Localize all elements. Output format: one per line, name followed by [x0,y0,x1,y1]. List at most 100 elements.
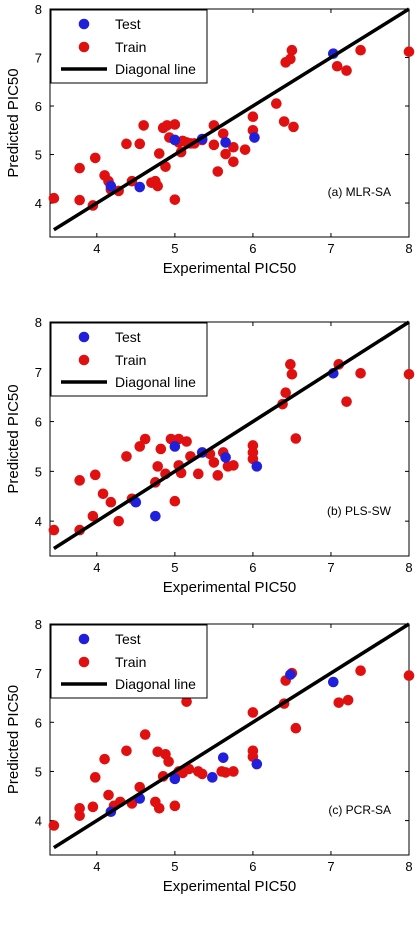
train-point [89,469,101,481]
y-tick-label: 8 [35,315,42,330]
train-point [139,433,151,445]
train-point [247,111,259,122]
train-point [163,756,174,767]
x-tick-label: 6 [249,859,256,874]
train-point [286,44,298,56]
test-point [251,461,263,472]
legend-train-marker [78,354,90,366]
train-point [247,707,259,718]
train-point [121,138,132,150]
train-point [280,387,291,398]
train-point [48,192,60,204]
test-point [220,137,231,148]
train-point [153,148,165,159]
test-point [207,772,218,783]
legend-test-marker [78,331,90,343]
train-point [228,766,239,777]
train-point [271,98,282,109]
y-axis-label: Predicted PIC50 [5,685,22,794]
legend-label: Test [115,329,141,345]
test-point [285,669,296,680]
train-point [97,488,109,500]
train-point [285,359,296,370]
x-tick-label: 5 [171,560,178,575]
train-point [87,801,99,813]
train-point [342,694,354,706]
test-point [169,134,181,146]
train-point [403,46,415,57]
legend-label: Diagonal line [115,374,196,390]
legend: Test Train Diagonal line [50,322,208,397]
test-point [220,452,231,463]
train-point [138,120,149,131]
diagonal-line [52,622,410,850]
test-point [105,180,117,192]
x-axis-label: Experimental PIC50 [163,579,296,596]
train-point [355,44,366,56]
train-point [153,803,165,814]
train-point [239,144,251,155]
train-point [355,665,366,676]
train-point [331,60,343,72]
x-tick-label: 8 [405,859,412,874]
train-point [169,495,181,507]
train-point [103,789,114,801]
test-point [251,758,263,770]
chart-panel-2: 4 5 6 7 8 4 5 6 7 8 Experimental PIC50 Predicted PI… [5,315,415,596]
legend-test-marker [78,18,90,30]
x-tick-label: 4 [93,241,100,256]
train-point [196,768,208,780]
train-point [333,697,345,708]
train-point [220,767,231,778]
legend-label: Train [115,654,146,670]
test-point [169,773,181,785]
legend-box [50,624,208,699]
legend-label: Train [115,39,146,55]
train-point [74,803,85,814]
x-tick-label: 4 [93,859,100,874]
panel-annotation: (a) MLR-SA [328,185,391,199]
test-point [150,510,161,522]
train-point [181,696,192,707]
chart-panel-1: 4 5 6 7 8 4 5 6 7 8 Experimental PIC50 Predicted PI… [5,2,415,277]
legend-box [50,9,208,84]
test-point [327,676,339,688]
train-point [169,194,181,205]
train-point [87,510,99,522]
x-axis-label: Experimental PIC50 [163,878,296,895]
diagonal-line [52,320,410,551]
train-point [192,468,204,480]
train-point [155,443,167,455]
train-point [212,470,224,481]
train-point [89,152,101,164]
test-point [217,752,229,763]
legend: Test Train Diagonal line [50,624,208,699]
x-axis-label: Experimental PIC50 [163,260,296,277]
train-point [217,128,229,139]
train-point [169,119,181,130]
y-tick-label: 7 [35,51,42,66]
train-point [278,116,290,127]
train-point [74,475,85,486]
train-point [105,496,117,508]
legend-label: Train [115,352,146,368]
train-point [355,367,366,379]
y-tick-label: 8 [35,2,42,17]
x-tick-label: 7 [327,859,334,874]
train-point [228,141,239,153]
train-point [113,515,124,527]
y-tick-label: 5 [35,464,42,479]
train-point [121,745,132,757]
y-axis-label: Predicted PIC50 [5,68,22,177]
train-point [208,139,220,151]
y-tick-label: 5 [35,148,42,163]
train-point [403,670,415,681]
train-point [285,53,296,65]
legend-train-marker [78,41,90,53]
chart-panel-3: 4 5 6 7 8 4 5 6 7 8 Experimental PIC50 Predicted PI… [5,617,415,895]
test-point [249,132,260,143]
x-tick-label: 7 [327,560,334,575]
train-point [134,138,146,150]
train-point [228,460,239,471]
